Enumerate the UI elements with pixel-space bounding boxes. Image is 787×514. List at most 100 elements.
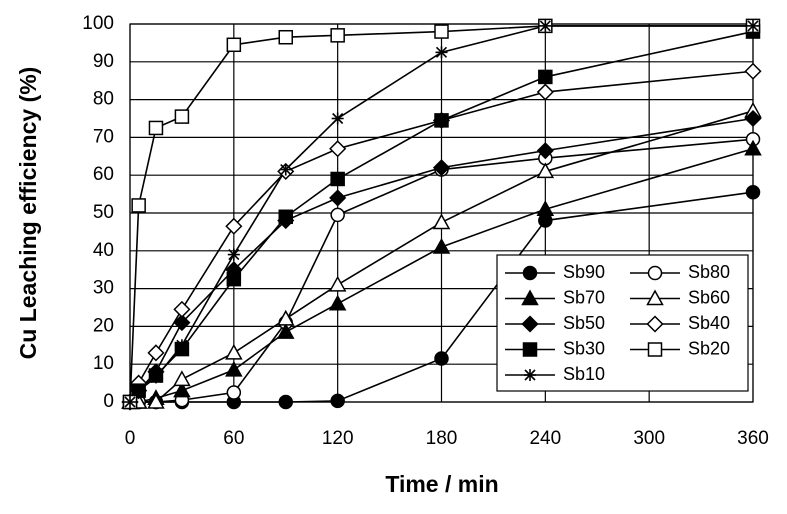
marker <box>647 265 663 281</box>
marker <box>328 294 347 311</box>
marker <box>745 184 761 200</box>
marker <box>434 113 449 128</box>
marker <box>536 162 555 179</box>
marker <box>226 37 242 53</box>
marker <box>744 109 762 128</box>
y-tick-label: 90 <box>93 51 114 72</box>
marker <box>330 393 345 409</box>
x-tick-label: 0 <box>125 428 136 449</box>
marker <box>744 62 762 80</box>
legend-label: Sb10 <box>563 364 605 384</box>
marker <box>536 83 554 101</box>
marker <box>148 120 164 136</box>
marker <box>174 109 190 124</box>
y-tick-label: 100 <box>82 13 114 34</box>
marker <box>147 392 165 409</box>
y-tick-label: 20 <box>93 315 114 336</box>
marker-stroke <box>524 369 536 381</box>
marker <box>173 300 191 318</box>
series-line <box>130 147 754 403</box>
marker <box>331 112 344 125</box>
marker <box>175 339 188 352</box>
legend-label: Sb30 <box>563 338 605 358</box>
legend-label: Sb70 <box>563 287 605 307</box>
marker <box>225 217 243 235</box>
marker <box>227 248 240 261</box>
legend-label: Sb50 <box>563 313 605 333</box>
marker <box>173 314 191 332</box>
marker <box>744 139 762 156</box>
legend-label: Sb90 <box>563 262 605 282</box>
marker <box>432 237 451 254</box>
marker <box>329 140 347 158</box>
y-axis-title: Cu Leaching efficiency (%) <box>15 67 41 360</box>
marker <box>173 381 191 398</box>
marker-stroke <box>747 20 759 32</box>
marker <box>276 309 295 326</box>
marker <box>225 360 243 377</box>
y-tick-label: 10 <box>93 353 114 374</box>
series-line <box>129 25 753 403</box>
y-tick-label: 40 <box>93 240 114 261</box>
marker <box>432 213 451 230</box>
marker <box>536 200 555 216</box>
marker <box>330 28 345 43</box>
x-tick-label: 240 <box>529 428 561 449</box>
marker <box>647 342 663 357</box>
plot-border <box>129 23 754 403</box>
marker <box>524 369 536 381</box>
marker <box>330 207 345 223</box>
y-tick-label: 70 <box>93 126 114 147</box>
marker <box>522 265 538 281</box>
y-tick-label: 80 <box>93 89 114 110</box>
series-line <box>130 110 754 403</box>
series-line <box>129 70 754 403</box>
series-line <box>129 117 754 403</box>
x-axis-title: Time / min <box>385 471 498 497</box>
marker-stroke <box>332 112 344 125</box>
x-tick-label: 120 <box>322 428 354 449</box>
x-tick-label: 360 <box>737 428 769 449</box>
marker <box>131 198 146 213</box>
marker <box>522 342 538 357</box>
marker <box>226 385 242 400</box>
legend-box <box>496 254 749 392</box>
marker <box>225 343 243 360</box>
marker <box>132 384 145 397</box>
marker <box>538 69 553 85</box>
marker <box>435 46 448 59</box>
marker <box>278 394 293 410</box>
marker <box>432 159 451 177</box>
marker <box>330 171 345 187</box>
marker <box>276 323 295 339</box>
marker-stroke <box>176 339 188 351</box>
marker <box>149 371 162 384</box>
x-tick-label: 60 <box>223 428 244 449</box>
marker <box>646 315 664 333</box>
marker <box>536 142 554 160</box>
marker <box>329 189 347 207</box>
marker-stroke <box>150 371 162 383</box>
marker <box>747 19 759 32</box>
marker <box>434 351 449 366</box>
marker <box>521 289 539 306</box>
marker <box>226 271 242 287</box>
y-tick-label: 30 <box>93 278 114 299</box>
marker <box>539 19 552 32</box>
marker <box>278 209 293 225</box>
y-tick-label: 60 <box>93 164 114 185</box>
x-tick-label: 180 <box>426 428 458 449</box>
marker-stroke <box>124 396 136 408</box>
x-tick-label: 300 <box>633 428 665 449</box>
marker-stroke <box>539 20 551 32</box>
y-tick-label: 50 <box>93 202 114 223</box>
marker <box>538 213 553 228</box>
marker <box>646 289 664 306</box>
marker-stroke <box>435 46 448 58</box>
marker <box>279 163 292 176</box>
series-line <box>129 25 753 403</box>
marker <box>147 344 165 362</box>
marker <box>521 315 539 333</box>
marker-stroke <box>280 163 292 176</box>
